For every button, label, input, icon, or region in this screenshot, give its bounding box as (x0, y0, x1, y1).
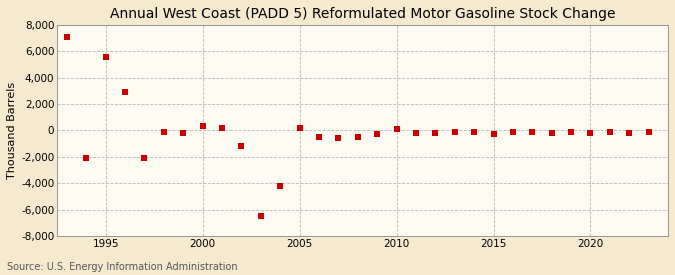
Y-axis label: Thousand Barrels: Thousand Barrels (7, 82, 17, 179)
Text: Source: U.S. Energy Information Administration: Source: U.S. Energy Information Administ… (7, 262, 238, 272)
Title: Annual West Coast (PADD 5) Reformulated Motor Gasoline Stock Change: Annual West Coast (PADD 5) Reformulated … (110, 7, 616, 21)
